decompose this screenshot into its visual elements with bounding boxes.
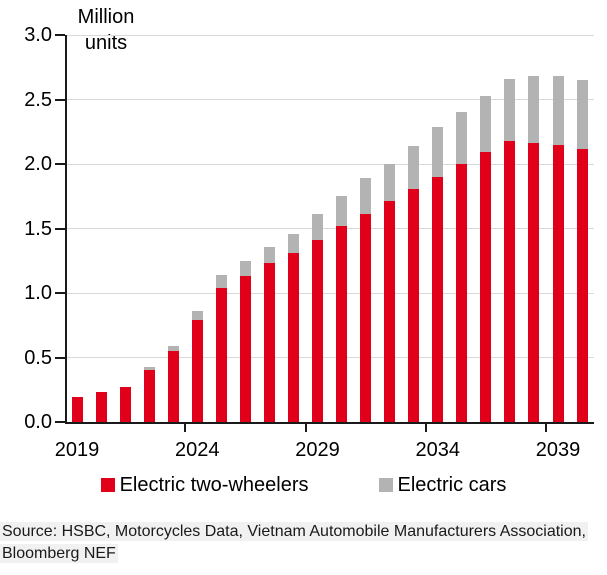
gridline-2.5	[65, 99, 594, 100]
legend-swatch-two-wheelers-icon	[100, 478, 115, 492]
bar-segment-electric-cars-2033	[408, 145, 420, 189]
bar-segment-electric-cars-2038	[528, 76, 540, 144]
x-axis-label-2034: 2034	[415, 439, 461, 461]
bar-segment-electric-cars-2032	[384, 164, 396, 202]
y-axis-label-0.0: 0.0	[24, 411, 52, 433]
x-axis-label-2024: 2024	[175, 439, 220, 461]
chart-legend: Electric two-wheelers Electric cars	[0, 474, 607, 496]
gridline-3.0	[65, 34, 594, 36]
y-axis-tick-1.0	[55, 292, 65, 294]
gridline-2.0	[65, 163, 594, 165]
x-axis-label-2029: 2029	[295, 439, 340, 461]
bar-segment-electric-cars-2039	[552, 76, 564, 145]
bar-segment-electric-two-wheelers-2030	[336, 225, 348, 422]
y-axis-tick-1.5	[55, 227, 65, 230]
x-axis-label-2019: 2019	[54, 439, 100, 461]
x-axis-tick-2034	[424, 424, 427, 432]
bar-segment-electric-two-wheelers-2023	[167, 351, 179, 422]
x-axis-tick-2029	[304, 424, 307, 432]
bar-segment-electric-cars-2037	[504, 78, 516, 141]
x-axis-label-2039: 2039	[535, 439, 581, 461]
y-axis-label-2.5: 2.5	[24, 88, 52, 111]
bar-segment-electric-two-wheelers-2019	[71, 397, 83, 422]
source-line-1-text: Source: HSBC, Motorcycles Data, Vietnam …	[0, 522, 588, 541]
bar-segment-electric-cars-2022	[143, 366, 155, 371]
bar-segment-electric-two-wheelers-2026	[239, 276, 251, 422]
bar-segment-electric-two-wheelers-2034	[432, 176, 444, 422]
y-axis-tick-2.0	[55, 163, 65, 165]
legend-swatch-cars-icon	[378, 478, 393, 492]
bar-segment-electric-two-wheelers-2024	[191, 320, 203, 422]
bar-segment-electric-two-wheelers-2028	[287, 253, 299, 422]
bar-segment-electric-two-wheelers-2027	[263, 263, 275, 422]
bar-segment-electric-cars-2036	[480, 95, 492, 153]
bar-segment-electric-cars-2034	[432, 126, 444, 177]
bar-segment-electric-two-wheelers-2032	[384, 201, 396, 422]
y-axis-unit-title-line1: Million	[77, 6, 135, 28]
source-line-2: Bloomberg NEF	[0, 543, 607, 565]
source-note: Source: HSBC, Motorcycles Data, Vietnam …	[0, 521, 607, 565]
bar-segment-electric-two-wheelers-2031	[360, 214, 372, 422]
source-line-2-text: Bloomberg NEF	[0, 544, 118, 563]
bar-segment-electric-cars-2025	[215, 274, 227, 288]
y-axis-unit-title-line2: units	[84, 32, 128, 54]
legend-item-electric-cars: Electric cars	[378, 474, 507, 496]
bar-segment-electric-cars-2023	[167, 345, 179, 352]
bar-segment-electric-cars-2031	[360, 178, 372, 215]
y-axis-line	[65, 35, 67, 424]
gridline-1.5	[65, 228, 594, 229]
y-axis-label-0.5: 0.5	[24, 346, 52, 369]
bar-segment-electric-two-wheelers-2022	[143, 370, 155, 422]
bar-segment-electric-two-wheelers-2035	[456, 164, 468, 422]
y-axis-tick-2.5	[55, 98, 65, 101]
y-axis-label-2.0: 2.0	[24, 153, 52, 175]
stacked-bar-chart: Million units 0.0 0.5 1.0 1.5 2.0 2.5 3.0 2019 2…	[24, 4, 594, 461]
x-axis-line	[65, 422, 594, 424]
bar-segment-electric-two-wheelers-2021	[119, 387, 131, 422]
bar-segment-electric-two-wheelers-2036	[480, 152, 492, 422]
bar-segment-electric-cars-2027	[263, 246, 275, 264]
gridline-1.0	[65, 292, 594, 294]
bar-segment-electric-two-wheelers-2038	[528, 143, 540, 422]
bar-segment-electric-two-wheelers-2039	[552, 144, 564, 422]
y-axis-unit-title: Million units	[68, 4, 144, 56]
x-axis-tick-2024	[184, 424, 187, 432]
y-axis-label-1.5: 1.5	[24, 217, 52, 240]
x-axis-tick-2039	[545, 424, 547, 432]
y-axis-tick-0.5	[55, 356, 65, 359]
bar-segment-electric-two-wheelers-2025	[215, 287, 227, 422]
bar-segment-electric-cars-2030	[336, 196, 348, 226]
legend-item-electric-two-wheelers: Electric two-wheelers	[100, 474, 309, 496]
bar-segment-electric-cars-2035	[456, 112, 468, 164]
legend-label-two-wheelers: Electric two-wheelers	[119, 474, 309, 496]
bar-segment-electric-two-wheelers-2020	[95, 392, 107, 422]
y-axis-tick-0.0	[55, 421, 65, 423]
legend-label-cars: Electric cars	[397, 474, 507, 496]
source-line-1: Source: HSBC, Motorcycles Data, Vietnam …	[0, 521, 607, 543]
bar-segment-electric-cars-2026	[239, 260, 251, 277]
bar-segment-electric-two-wheelers-2040	[576, 148, 588, 422]
bar-segment-electric-two-wheelers-2033	[408, 188, 420, 422]
y-axis-tick-3.0	[55, 34, 65, 36]
y-axis-label-1.0: 1.0	[24, 282, 52, 304]
y-axis-label-3.0: 3.0	[24, 24, 52, 46]
bar-segment-electric-two-wheelers-2037	[504, 140, 516, 422]
bar-segment-electric-cars-2028	[287, 233, 299, 253]
bar-segment-electric-cars-2029	[312, 214, 324, 241]
bar-segment-electric-cars-2040	[576, 80, 588, 149]
gridline-0.5	[65, 357, 594, 358]
bar-segment-electric-two-wheelers-2029	[312, 240, 324, 422]
bar-segment-electric-cars-2024	[191, 311, 203, 321]
